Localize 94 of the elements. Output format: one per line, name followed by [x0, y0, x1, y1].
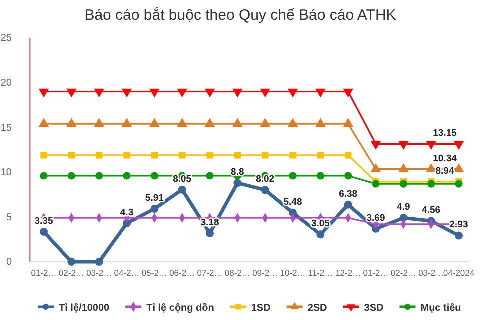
legend-label: 3SD — [364, 303, 384, 314]
legend-label: 2SD — [308, 303, 328, 314]
point — [316, 230, 325, 239]
x-tick-label: 06-2… — [170, 268, 196, 278]
point — [96, 172, 104, 180]
point — [398, 141, 409, 150]
legend-label: Tỉ lệ cộng dồn — [146, 303, 214, 314]
point — [260, 88, 270, 98]
point — [122, 88, 132, 98]
point — [40, 228, 48, 236]
point — [400, 214, 408, 222]
point — [234, 152, 242, 159]
point — [370, 141, 382, 150]
point — [178, 186, 186, 194]
x-tick-label: 02-2… — [58, 268, 84, 278]
point — [68, 258, 76, 266]
x-tick-label: 01-2… — [31, 268, 57, 278]
x-tick-label: 04-2024 — [443, 268, 475, 278]
data-label: 3.35 — [34, 216, 54, 227]
point — [178, 152, 186, 159]
point — [38, 88, 50, 98]
data-label: 8.05 — [173, 174, 192, 185]
x-tick-label: 03-2… — [86, 268, 112, 278]
y-tick-label: 0 — [6, 257, 12, 268]
x-tick-label: 02-2… — [390, 268, 416, 278]
point — [455, 180, 463, 188]
point — [66, 88, 77, 98]
x-tick-label: 09-2… — [252, 268, 278, 278]
point — [288, 88, 298, 98]
point — [151, 152, 158, 159]
data-label: 5.48 — [284, 196, 302, 208]
data-label: 13.15 — [433, 128, 458, 140]
x-tick-label: 01-2… — [363, 268, 389, 278]
point — [455, 232, 463, 240]
x-tick-label: 05-2… — [142, 268, 168, 278]
point — [123, 172, 131, 180]
point — [290, 152, 296, 159]
legend-label: Tỉ lệ/10000 — [59, 303, 110, 314]
chart-title: Báo cáo bắt buộc theo Quy chế Báo cáo ATHK — [84, 6, 396, 24]
point — [317, 152, 324, 159]
point — [262, 152, 269, 159]
data-label: 10.34 — [433, 153, 458, 164]
point — [316, 88, 326, 98]
x-tick-label: 07-2… — [197, 268, 223, 278]
data-label: 4.9 — [397, 202, 410, 214]
point — [344, 152, 352, 159]
data-label: 8.02 — [256, 174, 275, 186]
point — [372, 180, 380, 188]
point — [344, 200, 352, 209]
point — [234, 179, 242, 188]
point — [150, 88, 160, 98]
legend-label: 1SD — [251, 303, 271, 314]
point — [150, 172, 158, 180]
data-label: 6.38 — [339, 188, 358, 200]
point — [426, 141, 436, 150]
point — [94, 88, 104, 98]
point — [289, 172, 297, 180]
point — [261, 186, 270, 194]
x-tick-label: 03-2… — [418, 268, 444, 278]
x-tick-label: 11-2… — [308, 268, 334, 278]
y-tick-label: 20 — [0, 78, 12, 89]
point — [400, 180, 408, 188]
point — [343, 88, 354, 98]
point — [454, 141, 464, 150]
point — [95, 258, 104, 266]
data-label: 4.3 — [120, 207, 134, 218]
data-label: 5.91 — [145, 193, 165, 204]
point — [124, 152, 130, 159]
x-tick-label: 10-2… — [280, 268, 306, 278]
x-tick-label: 08-2… — [224, 268, 250, 278]
point — [204, 88, 216, 98]
x-tick-label: 04-2… — [114, 268, 140, 278]
y-tick-label: 15 — [0, 122, 12, 134]
point — [232, 88, 243, 98]
y-tick-label: 5 — [6, 212, 12, 224]
point — [206, 230, 214, 238]
point — [68, 152, 76, 159]
data-label: 3.69 — [366, 212, 386, 224]
point — [316, 172, 324, 180]
point — [40, 152, 48, 159]
point — [150, 205, 159, 214]
point — [96, 152, 103, 159]
data-label: 4.56 — [422, 205, 441, 216]
point — [344, 172, 352, 180]
point — [68, 172, 76, 180]
point — [428, 180, 436, 188]
point — [40, 172, 48, 180]
x-tick-label: 12-2… — [336, 268, 362, 278]
y-tick-label: 10 — [0, 168, 12, 179]
y-tick-label: 25 — [0, 33, 12, 44]
point — [206, 172, 214, 180]
point — [206, 152, 214, 159]
legend-label: Mục tiêu — [420, 303, 462, 314]
point — [177, 88, 188, 98]
